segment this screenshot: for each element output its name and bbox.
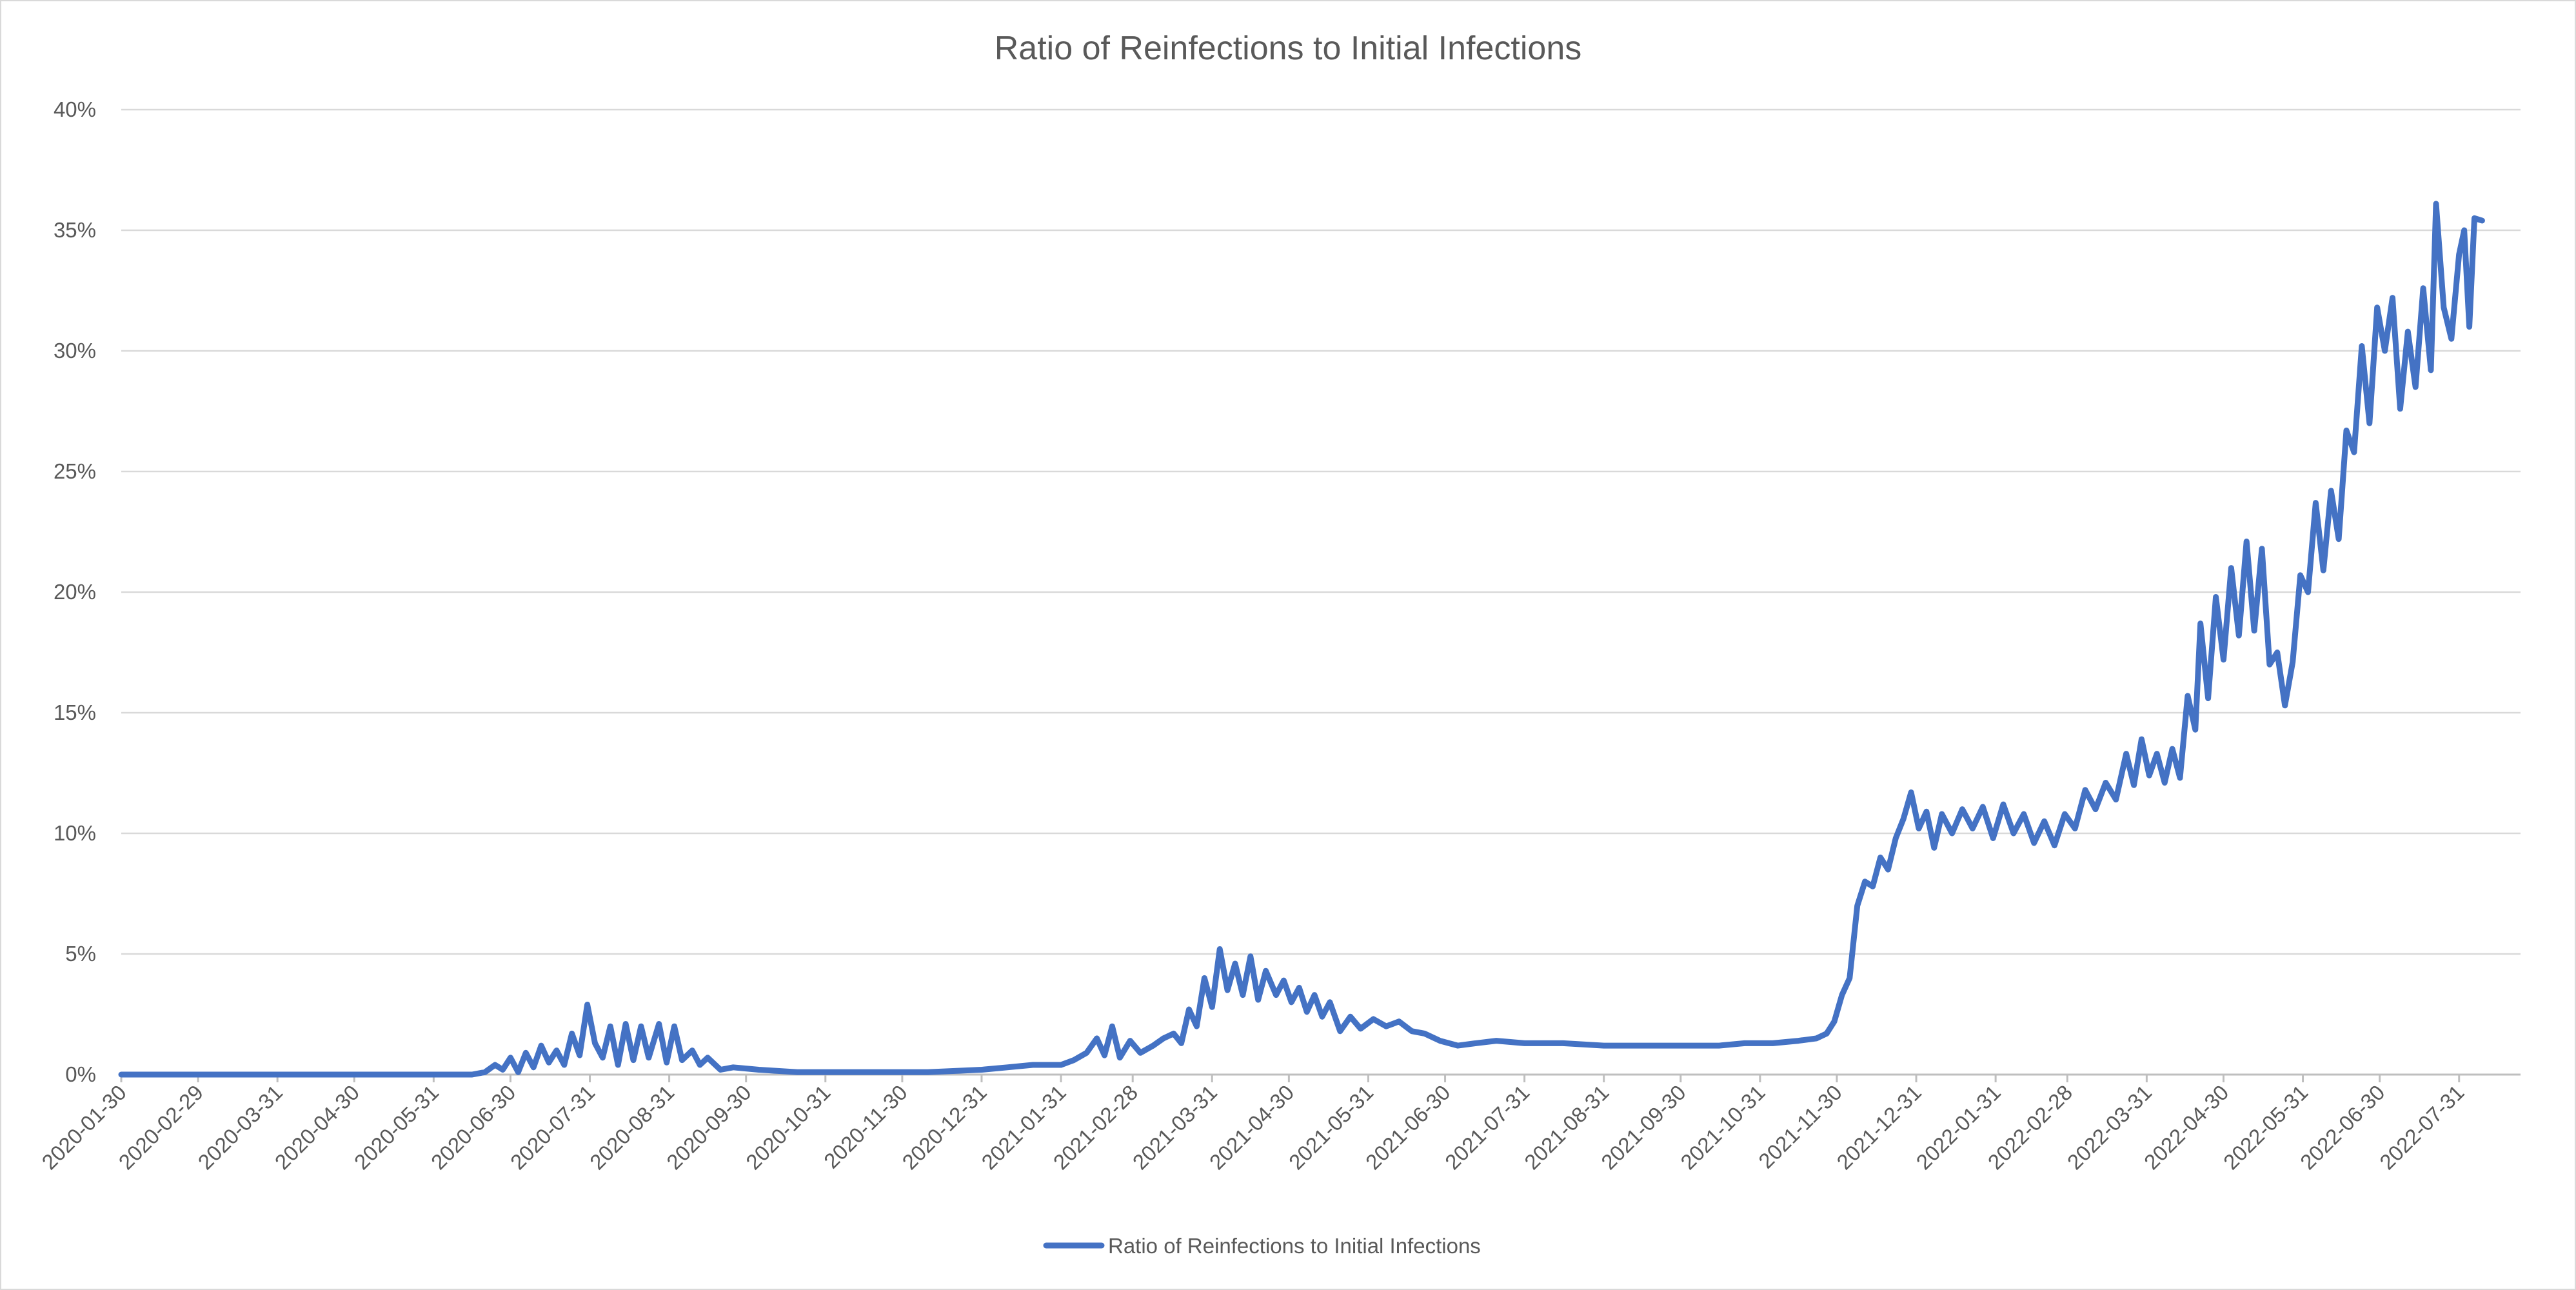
x-axis-tick-labels: 2020-01-302020-02-292020-03-312020-04-30… (37, 1075, 2469, 1175)
x-tick-label: 2020-07-31 (506, 1080, 600, 1175)
y-tick-label: 35% (54, 218, 96, 242)
y-tick-label: 25% (54, 459, 96, 483)
x-tick-label: 2021-07-31 (1440, 1080, 1534, 1175)
y-axis-tick-labels: 0% 5% 10% 15% 20% 25% 30% 35% 40% (54, 97, 96, 1086)
legend-label-ratio-of-reinfections: Ratio of Reinfections to Initial Infecti… (1108, 1234, 1481, 1258)
series-layer (118, 201, 2485, 1078)
x-tick-label: 2021-11-30 (1754, 1080, 1847, 1173)
series-line-0 (118, 201, 2485, 1078)
x-tick-label: 2022-07-31 (2375, 1080, 2469, 1175)
chart-title: Ratio of Reinfections to Initial Infecti… (995, 30, 1581, 67)
y-tick-label: 5% (65, 942, 96, 966)
y-tick-label: 15% (54, 700, 96, 724)
x-tick-label: 2020-10-31 (741, 1080, 835, 1175)
x-tick-label: 2020-11-30 (819, 1080, 912, 1173)
y-tick-label: 30% (54, 339, 96, 362)
y-tick-label: 0% (65, 1062, 96, 1086)
x-tick-label: 2020-12-31 (897, 1080, 991, 1175)
legend: Ratio of Reinfections to Initial Infecti… (1043, 1234, 1481, 1258)
x-tick-label: 2021-10-31 (1676, 1080, 1770, 1175)
gridlines (121, 108, 2521, 1076)
y-tick-label: 20% (54, 580, 96, 604)
y-tick-label: 10% (54, 821, 96, 845)
y-tick-label: 40% (54, 97, 96, 121)
x-tick-label: 2021-12-31 (1832, 1080, 1926, 1175)
